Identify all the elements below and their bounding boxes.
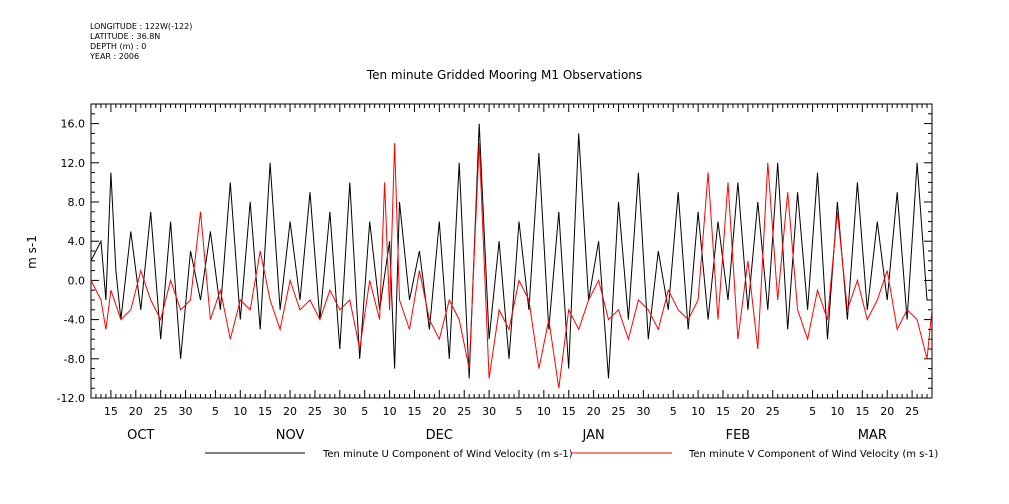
x-tick-label: 15 bbox=[855, 405, 869, 418]
y-tick-label: 8.0 bbox=[68, 196, 86, 209]
x-tick-label: 10 bbox=[830, 405, 844, 418]
y-tick-label: 12.0 bbox=[61, 157, 86, 170]
y-tick-label: -8.0 bbox=[64, 353, 85, 366]
x-tick-label: 5 bbox=[212, 405, 219, 418]
plot-border bbox=[90, 103, 933, 399]
plot-frame bbox=[90, 103, 933, 399]
x-tick-label: 15 bbox=[716, 405, 730, 418]
x-tick-label: 20 bbox=[129, 405, 143, 418]
x-tick-label: 5 bbox=[515, 405, 522, 418]
x-tick-label: 20 bbox=[880, 405, 894, 418]
series-layer bbox=[90, 123, 933, 389]
month-label: DEC bbox=[426, 428, 453, 443]
x-tick-label: 5 bbox=[670, 405, 677, 418]
x-axis: 15 20 25 30 5 10 15 20 25 30 5 10 15 20 25 30 5 10 15 20 25 3… bbox=[95, 104, 928, 443]
y-tick-label: -4.0 bbox=[64, 314, 85, 327]
series-v-line bbox=[90, 143, 933, 389]
x-tick-label: 10 bbox=[233, 405, 247, 418]
x-tick-label: 25 bbox=[457, 405, 471, 418]
legend-v-label: Ten minute V Component of Wind Velocity … bbox=[688, 449, 938, 460]
x-tick-label: 20 bbox=[432, 405, 446, 418]
month-label: JAN bbox=[581, 428, 604, 443]
y-tick-label: -12.0 bbox=[57, 392, 85, 405]
month-label: OCT bbox=[127, 428, 154, 443]
month-label: MAR bbox=[858, 428, 887, 443]
x-tick-label: 20 bbox=[283, 405, 297, 418]
chart-title: Ten minute Gridded Mooring M1 Observatio… bbox=[366, 68, 643, 82]
x-tick-label: 10 bbox=[691, 405, 705, 418]
x-tick-label: 30 bbox=[179, 405, 193, 418]
legend: Ten minute U Component of Wind Velocity … bbox=[205, 449, 938, 460]
x-tick-label: 25 bbox=[905, 405, 919, 418]
year-label: YEAR : 2006 bbox=[90, 52, 140, 61]
month-label: FEB bbox=[726, 428, 751, 443]
longitude-label: LONGITUDE : 122W(-122) bbox=[90, 22, 193, 31]
x-tick-label: 15 bbox=[258, 405, 272, 418]
x-tick-label: 15 bbox=[407, 405, 421, 418]
x-tick-label: 20 bbox=[587, 405, 601, 418]
series-u-line bbox=[90, 123, 932, 379]
x-tick-label: 25 bbox=[154, 405, 168, 418]
x-tick-label: 10 bbox=[383, 405, 397, 418]
x-tick-label: 5 bbox=[809, 405, 816, 418]
x-tick-label: 5 bbox=[361, 405, 368, 418]
x-tick-label: 20 bbox=[741, 405, 755, 418]
x-tick-label: 30 bbox=[333, 405, 347, 418]
y-tick-label: 0.0 bbox=[68, 274, 86, 287]
x-tick-label: 25 bbox=[766, 405, 780, 418]
y-axis: -12.0 -8.0 -4.0 0.0 4.0 8.0 12.0 16.0 bbox=[57, 103, 932, 405]
y-tick-label: 16.0 bbox=[61, 118, 86, 131]
x-tick-label: 25 bbox=[308, 405, 322, 418]
y-axis-label: m s-1 bbox=[25, 235, 39, 269]
y-tick-label: 4.0 bbox=[68, 235, 86, 248]
x-tick-label: 30 bbox=[636, 405, 650, 418]
legend-u-label: Ten minute U Component of Wind Velocity … bbox=[322, 449, 573, 460]
x-tick-label: 15 bbox=[562, 405, 576, 418]
x-tick-label: 25 bbox=[611, 405, 625, 418]
month-label: NOV bbox=[276, 428, 305, 443]
latitude-label: LATITUDE : 36.8N bbox=[90, 32, 161, 41]
depth-label: DEPTH (m) : 0 bbox=[90, 42, 147, 51]
x-tick-label: 15 bbox=[104, 405, 118, 418]
x-tick-label: 30 bbox=[482, 405, 496, 418]
x-tick-label: 10 bbox=[537, 405, 551, 418]
